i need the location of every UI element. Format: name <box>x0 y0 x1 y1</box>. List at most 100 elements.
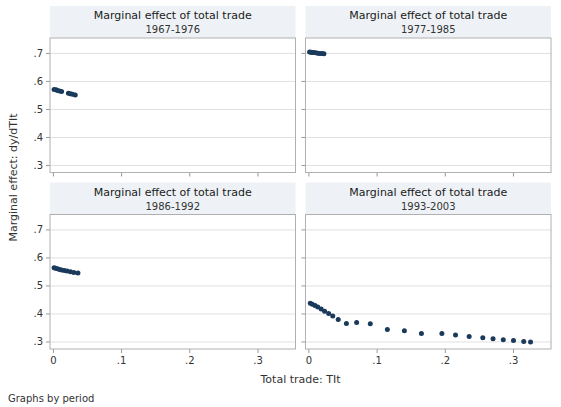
panel-title: Marginal effect of total trade <box>349 186 507 199</box>
point <box>336 317 341 322</box>
point <box>75 271 80 276</box>
x-tick-label: .3 <box>253 355 263 366</box>
grid-line <box>306 53 552 54</box>
x-tick <box>189 173 190 177</box>
grid-line <box>50 257 296 258</box>
x-tick <box>445 173 446 177</box>
y-tick-label: .7 <box>33 224 43 235</box>
y-tick-label: .4 <box>33 132 43 143</box>
panel-title: Marginal effect of total trade <box>94 9 252 22</box>
plot-area <box>50 215 296 350</box>
panel: Marginal effect of total trade1986-1992.… <box>33 183 295 367</box>
y-tick <box>46 257 50 258</box>
point <box>73 92 78 97</box>
panel: Marginal effect of total trade1977-1985 <box>302 6 552 177</box>
background <box>0 0 561 407</box>
y-tick <box>46 285 50 286</box>
y-tick <box>302 165 306 166</box>
plot-area <box>50 38 296 173</box>
x-axis-label: Total trade: TIt <box>260 373 342 386</box>
x-tick-label: 0 <box>306 355 312 366</box>
grid-line <box>306 165 552 166</box>
grid-line <box>306 313 552 314</box>
point <box>59 89 64 94</box>
y-tick <box>302 137 306 138</box>
grid-line <box>50 53 296 54</box>
panel-title: Marginal effect of total trade <box>349 9 507 22</box>
panel: Marginal effect of total trade 1967-1976.… <box>33 6 295 177</box>
x-tick-label: .1 <box>117 355 127 366</box>
point <box>330 313 335 318</box>
grid-line <box>306 285 552 286</box>
point <box>480 335 485 340</box>
y-tick <box>46 137 50 138</box>
x-tick <box>121 349 122 353</box>
point <box>467 334 472 339</box>
grid-line <box>50 285 296 286</box>
y-tick-label: .7 <box>33 48 43 59</box>
point <box>419 331 424 336</box>
point <box>491 336 496 341</box>
x-tick <box>53 173 54 177</box>
y-tick <box>46 341 50 342</box>
panel-header <box>306 6 552 38</box>
y-axis-label: Marginal effect: dy/dTIt <box>7 113 20 242</box>
y-tick-label: .6 <box>33 252 43 263</box>
y-tick <box>46 53 50 54</box>
y-tick <box>302 53 306 54</box>
x-tick <box>445 349 446 353</box>
plot-frame <box>306 38 552 173</box>
y-tick <box>302 229 306 230</box>
point <box>321 51 326 56</box>
plot-frame <box>306 215 552 350</box>
point <box>501 337 506 342</box>
y-tick-label: .5 <box>33 280 43 291</box>
y-tick <box>46 229 50 230</box>
panel-header <box>50 6 296 38</box>
y-tick <box>302 257 306 258</box>
x-tick <box>513 349 514 353</box>
grid-line <box>50 137 296 138</box>
point <box>453 332 458 337</box>
x-tick-label: .2 <box>185 355 195 366</box>
plot-frame <box>50 38 296 173</box>
point <box>528 339 533 344</box>
y-tick <box>302 285 306 286</box>
y-tick-label: .5 <box>33 104 43 115</box>
x-tick <box>377 349 378 353</box>
panel-subtitle: 1993-2003 <box>401 201 456 212</box>
grid-line <box>50 341 296 342</box>
point <box>368 321 373 326</box>
x-tick <box>308 349 309 353</box>
y-tick-label: .3 <box>33 336 43 347</box>
x-tick <box>377 173 378 177</box>
grid-line <box>50 165 296 166</box>
x-tick <box>53 349 54 353</box>
point <box>511 338 516 343</box>
footer: Graphs by period <box>8 393 94 404</box>
x-tick <box>121 173 122 177</box>
y-tick-label: .3 <box>33 160 43 171</box>
y-tick <box>46 165 50 166</box>
x-tick <box>189 349 190 353</box>
panel-subtitle: 1967-1976 <box>145 24 200 35</box>
x-tick <box>308 173 309 177</box>
x-tick-label: .3 <box>509 355 519 366</box>
x-tick-label: .1 <box>372 355 382 366</box>
plot-area <box>306 215 552 350</box>
x-tick-label: 0 <box>50 355 56 366</box>
plot-frame <box>50 215 296 350</box>
plot-area <box>306 38 552 173</box>
points <box>52 265 81 275</box>
y-tick <box>302 81 306 82</box>
y-tick <box>46 313 50 314</box>
points <box>307 50 326 57</box>
x-tick <box>513 173 514 177</box>
grid-line <box>306 81 552 82</box>
x-tick <box>257 173 258 177</box>
panel: Marginal effect of total trade 1993-2003 0… <box>302 183 552 367</box>
y-tick <box>302 109 306 110</box>
y-tick-label: .6 <box>33 76 43 87</box>
grid-line <box>50 81 296 82</box>
x-tick <box>257 349 258 353</box>
